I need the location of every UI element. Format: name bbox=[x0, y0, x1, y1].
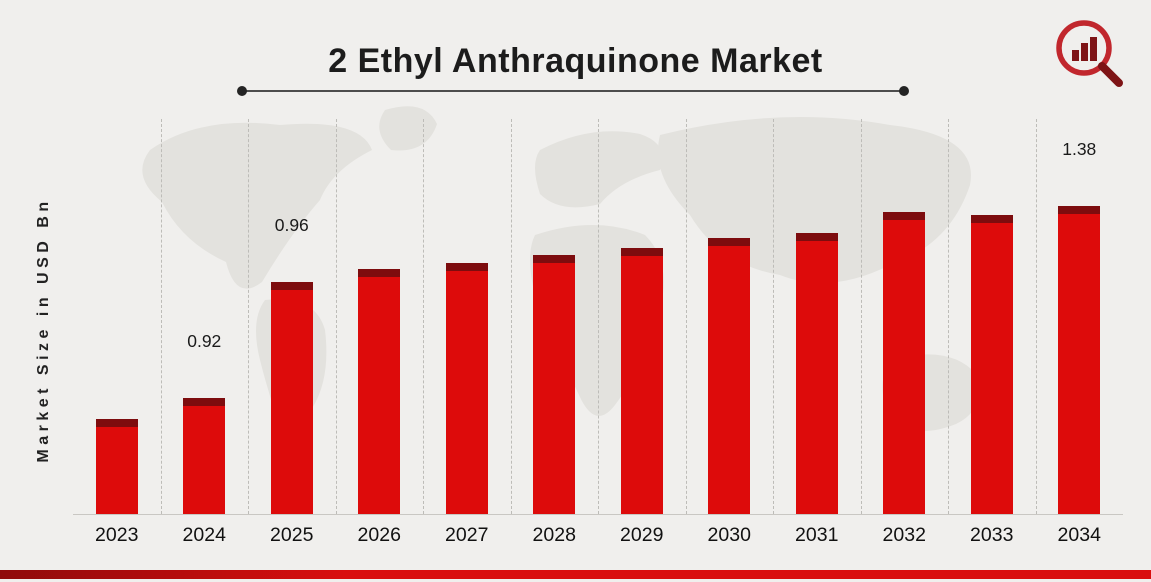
bar-cap bbox=[183, 398, 226, 406]
gridline bbox=[948, 119, 949, 514]
x-axis-tick-label: 2030 bbox=[707, 524, 751, 546]
bar-cap bbox=[970, 215, 1013, 223]
bar-2031 bbox=[795, 233, 838, 514]
bar-value-label: 1.38 bbox=[1062, 139, 1097, 159]
gridline bbox=[510, 119, 512, 514]
bar-cap bbox=[533, 255, 576, 263]
bar-cap bbox=[708, 238, 751, 246]
gridline bbox=[335, 119, 337, 514]
bar-cap bbox=[620, 248, 663, 256]
magnifier-chart-icon bbox=[1056, 20, 1123, 87]
bar-column-2026 bbox=[336, 117, 424, 514]
bar-2032 bbox=[883, 212, 926, 514]
bar-2024 bbox=[183, 398, 226, 514]
bar-cap bbox=[270, 282, 313, 290]
x-axis-tick-label: 2023 bbox=[95, 524, 139, 546]
bar-column-2028 bbox=[511, 117, 599, 514]
gridline bbox=[1035, 119, 1037, 514]
bar-column-2033 bbox=[948, 117, 1036, 514]
gridline bbox=[598, 119, 599, 514]
bar-2029 bbox=[620, 248, 663, 514]
bar-column-2030 bbox=[686, 117, 774, 514]
x-axis-tick-label: 2025 bbox=[270, 524, 314, 546]
footer-stripe bbox=[0, 570, 1151, 579]
bar-column-2032 bbox=[861, 117, 949, 514]
x-axis-tick-label: 2024 bbox=[182, 524, 226, 546]
bar-value-label: 0.96 bbox=[274, 215, 309, 235]
x-axis-tick-label: 2031 bbox=[795, 524, 839, 546]
underline-right-dot bbox=[899, 86, 909, 96]
gridline bbox=[423, 119, 424, 514]
underline-left-dot bbox=[237, 86, 247, 96]
bar-2034 bbox=[1058, 206, 1101, 514]
bar-column-2029 bbox=[598, 117, 686, 514]
x-axis: 2023 2024 2025 2026 2027 2028 2029 2030 2031 2032… bbox=[73, 524, 1123, 547]
bar-2025 bbox=[270, 282, 313, 514]
gridline bbox=[248, 119, 249, 514]
bar-2028 bbox=[533, 255, 576, 514]
bar-cap bbox=[95, 419, 138, 427]
bar-column-2024: 0.92 bbox=[161, 117, 249, 514]
bar-column-2023 bbox=[73, 117, 161, 514]
title-underline bbox=[237, 86, 909, 96]
y-axis-label: Market Size in USD Bn bbox=[35, 197, 52, 463]
gridline bbox=[685, 119, 687, 514]
bar-2033 bbox=[970, 215, 1013, 514]
x-axis-tick-label: 2028 bbox=[532, 524, 576, 546]
header: 2 Ethyl Anthraquinone Market bbox=[0, 42, 1151, 81]
bar-cap bbox=[883, 212, 926, 220]
x-axis-tick-label: 2032 bbox=[882, 524, 926, 546]
bar-2027 bbox=[445, 263, 488, 514]
plot-area: 0.92 0.96 1.38 bbox=[73, 117, 1123, 515]
bar-value-label: 0.92 bbox=[187, 331, 222, 351]
bar-column-2031 bbox=[773, 117, 861, 514]
x-axis-tick-label: 2029 bbox=[620, 524, 664, 546]
bar-column-2027 bbox=[423, 117, 511, 514]
gridline bbox=[160, 119, 162, 514]
bar-cap bbox=[445, 263, 488, 271]
x-axis-tick-label: 2034 bbox=[1057, 524, 1101, 546]
page-title: 2 Ethyl Anthraquinone Market bbox=[328, 42, 823, 80]
bar-cap bbox=[795, 233, 838, 241]
bar-group: 0.92 0.96 1.38 bbox=[73, 117, 1123, 514]
brand-logo-icon bbox=[1043, 14, 1131, 94]
bar-2026 bbox=[358, 269, 401, 514]
bar-2023 bbox=[95, 419, 138, 514]
bar-column-2034: 1.38 bbox=[1036, 117, 1124, 514]
bar-cap bbox=[1058, 206, 1101, 214]
x-axis-tick-label: 2026 bbox=[357, 524, 401, 546]
bar-2030 bbox=[708, 238, 751, 514]
x-axis-tick-label: 2033 bbox=[970, 524, 1014, 546]
gridline bbox=[773, 119, 774, 514]
bar-cap bbox=[358, 269, 401, 277]
gridline bbox=[860, 119, 862, 514]
x-axis-tick-label: 2027 bbox=[445, 524, 489, 546]
bar-column-2025: 0.96 bbox=[248, 117, 336, 514]
